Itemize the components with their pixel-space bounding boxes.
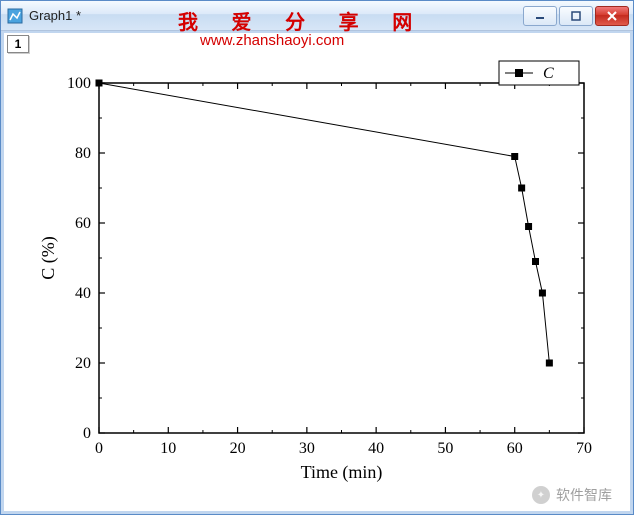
y-tick-label: 60 <box>75 215 91 232</box>
x-axis-label: Time (min) <box>301 462 383 483</box>
series-marker <box>539 290 546 297</box>
series-marker <box>532 258 539 265</box>
legend-marker <box>515 69 523 77</box>
y-tick-label: 40 <box>75 285 91 302</box>
app-icon <box>7 8 23 24</box>
y-axis-label: C (%) <box>38 236 59 280</box>
legend-label: C <box>543 65 554 82</box>
maximize-button[interactable] <box>559 6 593 26</box>
x-tick-label: 10 <box>160 440 176 457</box>
y-tick-label: 80 <box>75 145 91 162</box>
chart-svg: 0 10 20 30 40 50 60 70 0 20 40 60 80 100 Time (min) C (… <box>4 33 624 503</box>
app-window: Graph1 * 1 010203040506070020406080100Ti… <box>0 0 634 515</box>
minimize-button[interactable] <box>523 6 557 26</box>
series-marker <box>518 185 525 192</box>
series-marker <box>96 80 103 87</box>
y-tick-label: 100 <box>67 75 91 92</box>
window-title: Graph1 * <box>29 8 523 23</box>
x-tick-label: 30 <box>299 440 315 457</box>
plot-frame <box>99 83 584 433</box>
titlebar[interactable]: Graph1 * <box>1 1 633 31</box>
close-button[interactable] <box>595 6 629 26</box>
series-marker <box>525 223 532 230</box>
x-tick-label: 70 <box>576 440 592 457</box>
x-tick-label: 50 <box>437 440 453 457</box>
x-tick-label: 60 <box>507 440 523 457</box>
client-area: 1 010203040506070020406080100Time (min)C… <box>1 31 633 514</box>
window-controls <box>523 6 629 26</box>
y-tick-label: 20 <box>75 355 91 372</box>
x-tick-label: 40 <box>368 440 384 457</box>
series-marker <box>546 360 553 367</box>
x-tick-label: 20 <box>230 440 246 457</box>
series-marker <box>511 153 518 160</box>
y-tick-label: 0 <box>83 425 91 442</box>
x-tick-label: 0 <box>95 440 103 457</box>
chart-container: 0 10 20 30 40 50 60 70 0 20 40 60 80 100 Time (min) C (… <box>4 33 630 511</box>
